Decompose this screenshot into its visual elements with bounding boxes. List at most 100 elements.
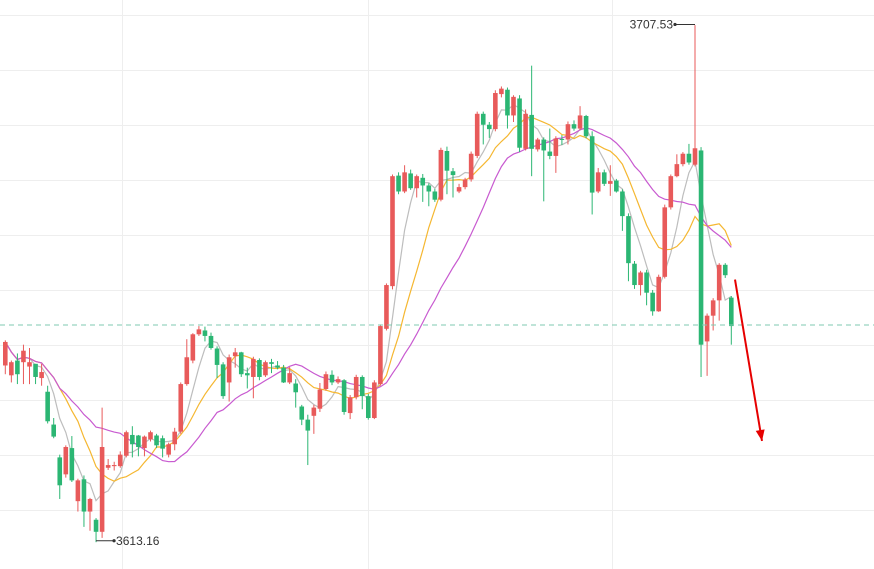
candle-body-31 (190, 334, 196, 361)
low-annotation: 3613.16 (96, 534, 160, 548)
candle-body-6 (39, 372, 44, 379)
candle-body-117 (710, 300, 716, 316)
candle-body-71 (432, 191, 438, 200)
candle-body-102 (620, 191, 625, 217)
candle-body-96 (583, 115, 589, 137)
candle-body-114 (692, 148, 698, 165)
candle-body-27 (166, 444, 171, 455)
candle-body-82 (499, 88, 504, 95)
candle-body-85 (517, 98, 522, 148)
candle-body-120 (729, 297, 734, 327)
candle-body-44 (269, 362, 274, 364)
candle-body-57 (347, 397, 353, 414)
candle-body-62 (378, 326, 383, 385)
candle-body-99 (601, 172, 607, 184)
candle-body-64 (390, 176, 395, 287)
candle-body-98 (595, 172, 601, 192)
candle-body-48 (293, 383, 298, 393)
candle-body-41 (251, 358, 256, 377)
candle-body-67 (408, 173, 413, 189)
candle-body-65 (396, 175, 401, 192)
candle-body-52 (317, 389, 323, 409)
candle-body-55 (335, 379, 341, 383)
candle-body-59 (359, 376, 365, 397)
arrow-head (755, 429, 765, 441)
candle-body-115 (698, 150, 704, 345)
candle-body-108 (656, 276, 661, 312)
candle-body-95 (577, 115, 583, 129)
candle-body-43 (263, 362, 268, 376)
candle-body-54 (329, 374, 335, 383)
candle-body-97 (589, 136, 595, 193)
candle-body-33 (202, 330, 208, 336)
candle-body-103 (626, 216, 631, 264)
ma10-line (4, 116, 732, 482)
candle-body-50 (305, 419, 311, 431)
candle-body-80 (487, 124, 492, 130)
candle-body-72 (438, 149, 444, 200)
candle-body-94 (571, 124, 577, 129)
candle-body-111 (674, 164, 680, 177)
candle-body-22 (136, 435, 141, 447)
candle-body-91 (553, 138, 559, 156)
candle-body-110 (668, 176, 674, 208)
candle-body-1 (9, 362, 14, 376)
candle-body-10 (63, 446, 69, 475)
candle-body-30 (184, 357, 190, 385)
candle-body-2 (15, 360, 20, 375)
candle-body-40 (245, 373, 250, 376)
high-label: 3707.53 (630, 17, 674, 31)
candle-body-45 (275, 365, 280, 368)
candle-body-112 (680, 153, 686, 165)
candle-body-87 (529, 114, 534, 149)
candle-body-5 (33, 363, 38, 377)
candle-body-8 (51, 424, 56, 437)
candle-body-118 (716, 264, 722, 301)
candle-body-79 (480, 113, 486, 125)
candle-body-4 (27, 362, 32, 367)
candle-body-113 (686, 153, 692, 163)
candle-body-73 (444, 151, 450, 171)
candle-body-14 (87, 498, 93, 512)
candle-body-107 (650, 292, 655, 312)
candle-body-89 (541, 139, 547, 151)
candle-body-24 (148, 432, 153, 440)
candle-body-19 (117, 454, 123, 467)
high-annotation: 3707.53 (630, 17, 695, 31)
candle-body-3 (21, 350, 26, 363)
candle-body-116 (704, 315, 710, 342)
candle-body-36 (220, 364, 226, 397)
candle-body-28 (172, 431, 177, 445)
candle-body-49 (299, 406, 305, 420)
high-leader-dot (673, 22, 677, 27)
candle-body-83 (505, 89, 510, 116)
candle-body-81 (493, 93, 498, 130)
candle-body-100 (608, 181, 613, 184)
candle-body-16 (99, 446, 105, 532)
candle-body-32 (196, 329, 202, 335)
candle-body-39 (238, 352, 244, 375)
candle-body-51 (311, 407, 317, 416)
candle-body-88 (535, 139, 540, 150)
candle-body-69 (420, 177, 426, 186)
candle-body-93 (565, 124, 571, 140)
candle-body-25 (154, 435, 159, 446)
candle-body-92 (559, 138, 565, 140)
candle-body-60 (366, 396, 371, 418)
candle-body-70 (426, 185, 432, 192)
candle-body-12 (75, 480, 81, 502)
candle-body-63 (384, 285, 389, 329)
candle-body-77 (468, 153, 474, 180)
candles (3, 25, 734, 543)
candle-body-68 (414, 176, 419, 189)
candle-body-90 (547, 151, 553, 156)
candle-body-53 (323, 374, 329, 389)
candle-body-47 (287, 373, 292, 383)
candle-body-18 (111, 465, 117, 467)
candle-body-9 (57, 457, 63, 486)
candle-body-21 (130, 434, 135, 445)
candle-body-20 (124, 432, 129, 456)
